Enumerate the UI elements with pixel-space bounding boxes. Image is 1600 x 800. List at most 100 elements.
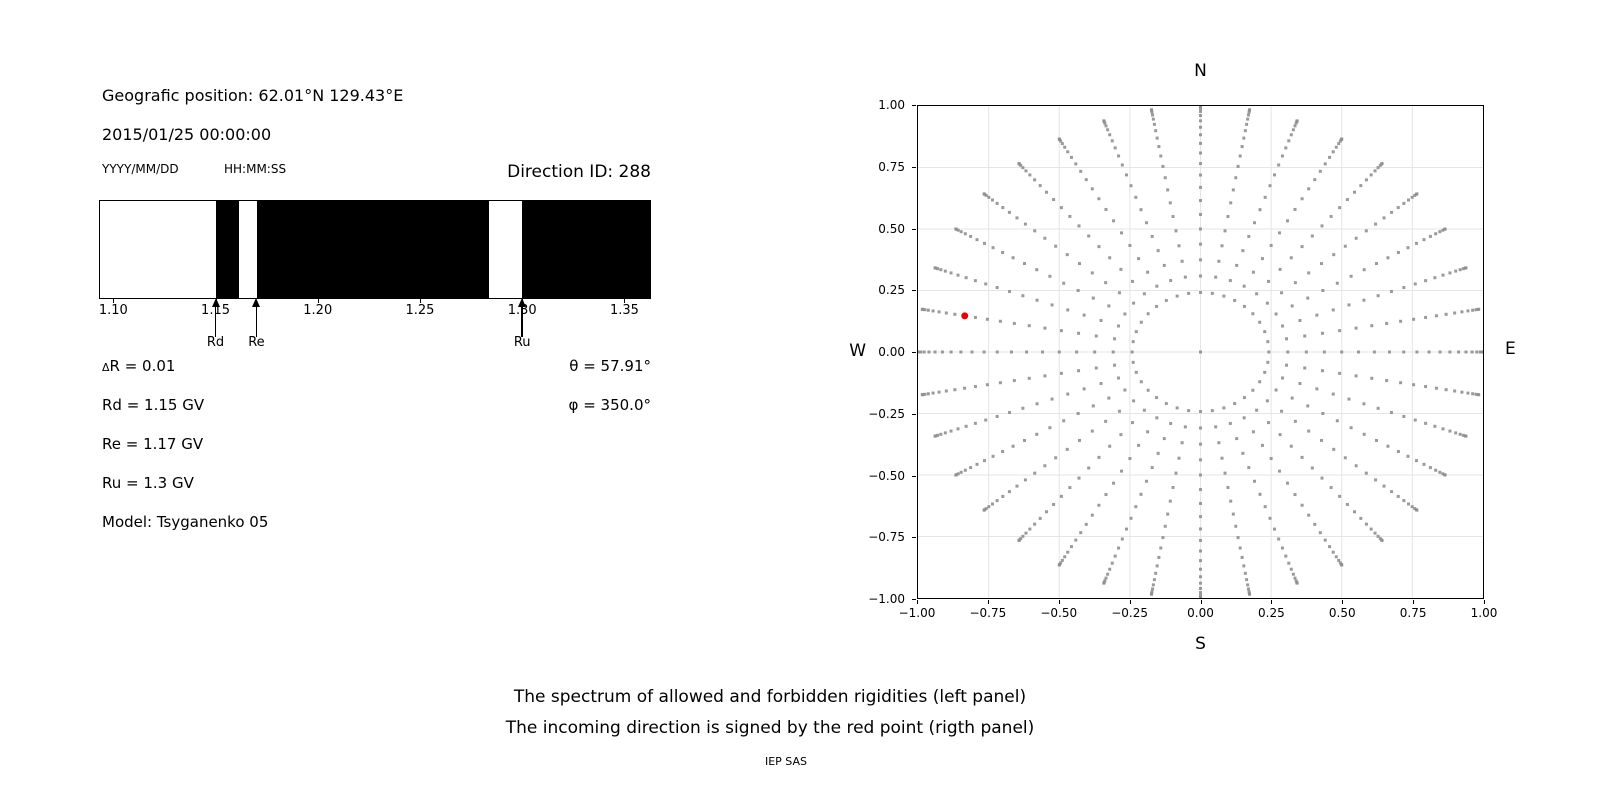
direction-dot: [1396, 250, 1400, 254]
direction-dot: [1454, 431, 1458, 435]
direction-dot: [1235, 437, 1239, 441]
direction-plot-area: [916, 104, 1485, 600]
direction-dot: [995, 414, 999, 418]
direction-dot: [1166, 188, 1170, 192]
direction-dot: [1267, 350, 1271, 354]
direction-dot: [1151, 587, 1155, 591]
direction-dot: [1076, 412, 1080, 415]
direction-dot: [1481, 350, 1485, 354]
direction-dot: [920, 393, 924, 397]
direction-dot: [1129, 184, 1133, 188]
direction-dot: [1027, 376, 1031, 380]
direction-dot: [1156, 249, 1160, 253]
direction-dot: [1001, 250, 1005, 254]
direction-dot: [1162, 437, 1166, 441]
direction-dot: [1199, 501, 1202, 505]
direction-dot: [1180, 441, 1184, 445]
direction-dot: [1329, 486, 1333, 490]
direction-dot: [1376, 534, 1380, 538]
direction-dot: [1007, 490, 1011, 494]
direction-dot: [1108, 567, 1112, 571]
direction-dot: [970, 350, 974, 354]
direction-dot: [1199, 586, 1202, 590]
direction-dot: [937, 310, 941, 314]
direction-dot: [953, 312, 957, 316]
direction-dot: [1117, 409, 1121, 413]
direction-dot: [956, 228, 960, 232]
direction-dot: [1041, 350, 1045, 354]
direction-dot: [1242, 284, 1246, 288]
direction-dot: [1104, 576, 1108, 580]
caption-line1: The spectrum of allowed and forbidden ri…: [513, 687, 1027, 707]
credit-text: IEP SAS: [764, 755, 808, 768]
direction-dot: [1210, 409, 1214, 413]
direction-dot: [1444, 312, 1448, 316]
plot-x-tick-label: 0.50: [1328, 606, 1356, 620]
direction-dot: [1057, 137, 1061, 141]
direction-dot: [1318, 531, 1322, 535]
direction-dot: [982, 241, 986, 245]
direction-dot: [1372, 350, 1376, 354]
direction-dot: [1199, 515, 1202, 519]
spectrum-tick-mark: [624, 299, 626, 303]
direction-dot: [1343, 456, 1347, 460]
plot-x-tick-mark: [1413, 600, 1415, 604]
direction-dot: [1082, 387, 1086, 391]
plot-y-tick-label: −0.25: [868, 406, 905, 421]
direction-dot: [1300, 455, 1304, 459]
direction-dot: [1406, 454, 1410, 458]
direction-dot: [1199, 173, 1202, 177]
direction-dot: [1012, 379, 1016, 383]
direction-dot: [1009, 350, 1013, 354]
plot-y-tick-mark: [912, 105, 916, 106]
direction-dot: [1320, 224, 1324, 228]
direction-dot: [1424, 421, 1428, 425]
direction-dot: [1033, 178, 1037, 182]
direction-dot: [1112, 481, 1116, 485]
direction-dot: [1161, 536, 1165, 540]
direction-dot: [1267, 279, 1271, 283]
direction-dot: [1229, 201, 1233, 205]
direction-dot: [1079, 169, 1083, 173]
plot-y-tick-label: 0.25: [878, 283, 905, 298]
direction-dot: [1199, 227, 1202, 231]
direction-dot: [1441, 472, 1445, 476]
direction-dot: [1220, 456, 1224, 460]
spectrum-tick-label: 1.35: [609, 303, 639, 318]
direction-dot: [1337, 558, 1341, 562]
plot-x-tick-label: −1.00: [898, 606, 936, 620]
direction-dot: [1268, 184, 1272, 188]
direction-dot: [1169, 421, 1173, 425]
direction-dot: [1142, 408, 1146, 412]
spectrum-tick-label: 1.10: [98, 303, 128, 318]
direction-dot: [982, 459, 986, 463]
direction-dot: [926, 392, 930, 396]
direction-dot: [1269, 457, 1273, 461]
direction-dot: [1104, 207, 1108, 211]
direction-dot: [1043, 464, 1047, 468]
direction-dot: [1069, 155, 1073, 159]
direction-dot: [1149, 592, 1153, 596]
direction-dot: [1066, 150, 1070, 154]
direction-dot: [1289, 133, 1293, 137]
direction-dot: [1199, 538, 1202, 542]
direction-dot: [931, 391, 935, 395]
direction-dot: [1386, 444, 1390, 448]
direction-dot: [1332, 253, 1336, 257]
direction-dot: [1052, 502, 1056, 506]
direction-dot: [1290, 396, 1294, 400]
time-format-label: HH:MM:SS: [224, 162, 287, 176]
direction-dot: [1090, 429, 1094, 433]
direction-dot: [1323, 162, 1327, 166]
direction-dot: [1134, 505, 1138, 509]
direction-dot: [1104, 419, 1108, 423]
direction-dot: [1199, 559, 1202, 563]
direction-dot: [1091, 296, 1095, 300]
direction-dot: [1123, 388, 1127, 392]
plot-x-tick-mark: [1058, 600, 1060, 604]
direction-dot: [1412, 383, 1416, 387]
direction-dot: [1059, 206, 1063, 210]
direction-dot: [1021, 166, 1025, 170]
direction-dot: [1328, 545, 1332, 549]
direction-dot: [1246, 583, 1250, 587]
